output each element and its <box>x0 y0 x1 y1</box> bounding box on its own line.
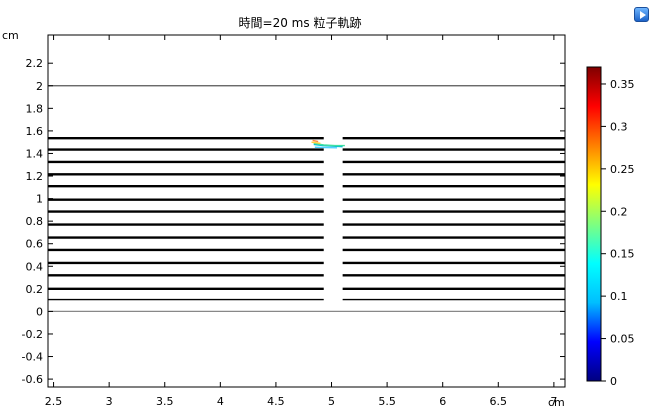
y-tick-label: 1 <box>36 193 43 206</box>
y-tick-label: 1.8 <box>26 102 44 115</box>
x-tick-label: 2.5 <box>45 395 63 408</box>
colorbar-tick-label: 0.25 <box>610 163 635 176</box>
y-tick-label: 0.4 <box>26 260 44 273</box>
y-tick-label: 0 <box>36 305 43 318</box>
y-tick-label: 0.2 <box>26 283 44 296</box>
x-tick-label: 3 <box>106 395 113 408</box>
trajectory-3 <box>312 139 319 143</box>
x-tick-label: 6 <box>439 395 446 408</box>
colorbar-tick-label: 0.05 <box>610 333 635 346</box>
plot-title: 時間=20 ms 粒子軌跡 <box>238 16 362 30</box>
y-tick-label: 2.2 <box>26 57 44 70</box>
trajectory-1 <box>313 142 345 147</box>
colorbar-tick-label: 0.1 <box>610 290 628 303</box>
colorbar-tick-label: 0 <box>610 375 617 388</box>
y-axis-unit: cm <box>2 29 19 42</box>
y-tick-label: 0.6 <box>26 238 44 251</box>
comsol-play-icon[interactable] <box>634 7 649 22</box>
x-tick-label: 4.5 <box>267 395 285 408</box>
trajectory-4 <box>314 146 338 149</box>
y-tick-label: 1.2 <box>26 170 44 183</box>
y-tick-label: 1.4 <box>26 147 44 160</box>
x-tick-label: 5 <box>328 395 335 408</box>
x-tick-label: 3.5 <box>156 395 174 408</box>
y-tick-label: 2 <box>36 80 43 93</box>
x-tick-label: 4 <box>217 395 224 408</box>
y-tick-label: 1.6 <box>26 125 44 138</box>
colorbar-tick-label: 0.2 <box>610 205 628 218</box>
trajectory-2 <box>311 141 321 145</box>
x-tick-label: 6.5 <box>490 395 508 408</box>
y-tick-label: -0.4 <box>22 351 43 364</box>
y-tick-label: -0.2 <box>22 328 43 341</box>
x-tick-label: 7 <box>550 395 557 408</box>
x-tick-label: 5.5 <box>378 395 396 408</box>
colorbar-tick-label: 0.15 <box>610 248 635 261</box>
colorbar-tick-label: 0.3 <box>610 120 628 133</box>
colorbar-tick-label: 0.35 <box>610 78 635 91</box>
x-axis-unit: cm <box>548 396 565 409</box>
colorbar <box>586 66 602 382</box>
y-tick-label: -0.6 <box>22 373 43 386</box>
y-tick-label: 0.8 <box>26 215 44 228</box>
